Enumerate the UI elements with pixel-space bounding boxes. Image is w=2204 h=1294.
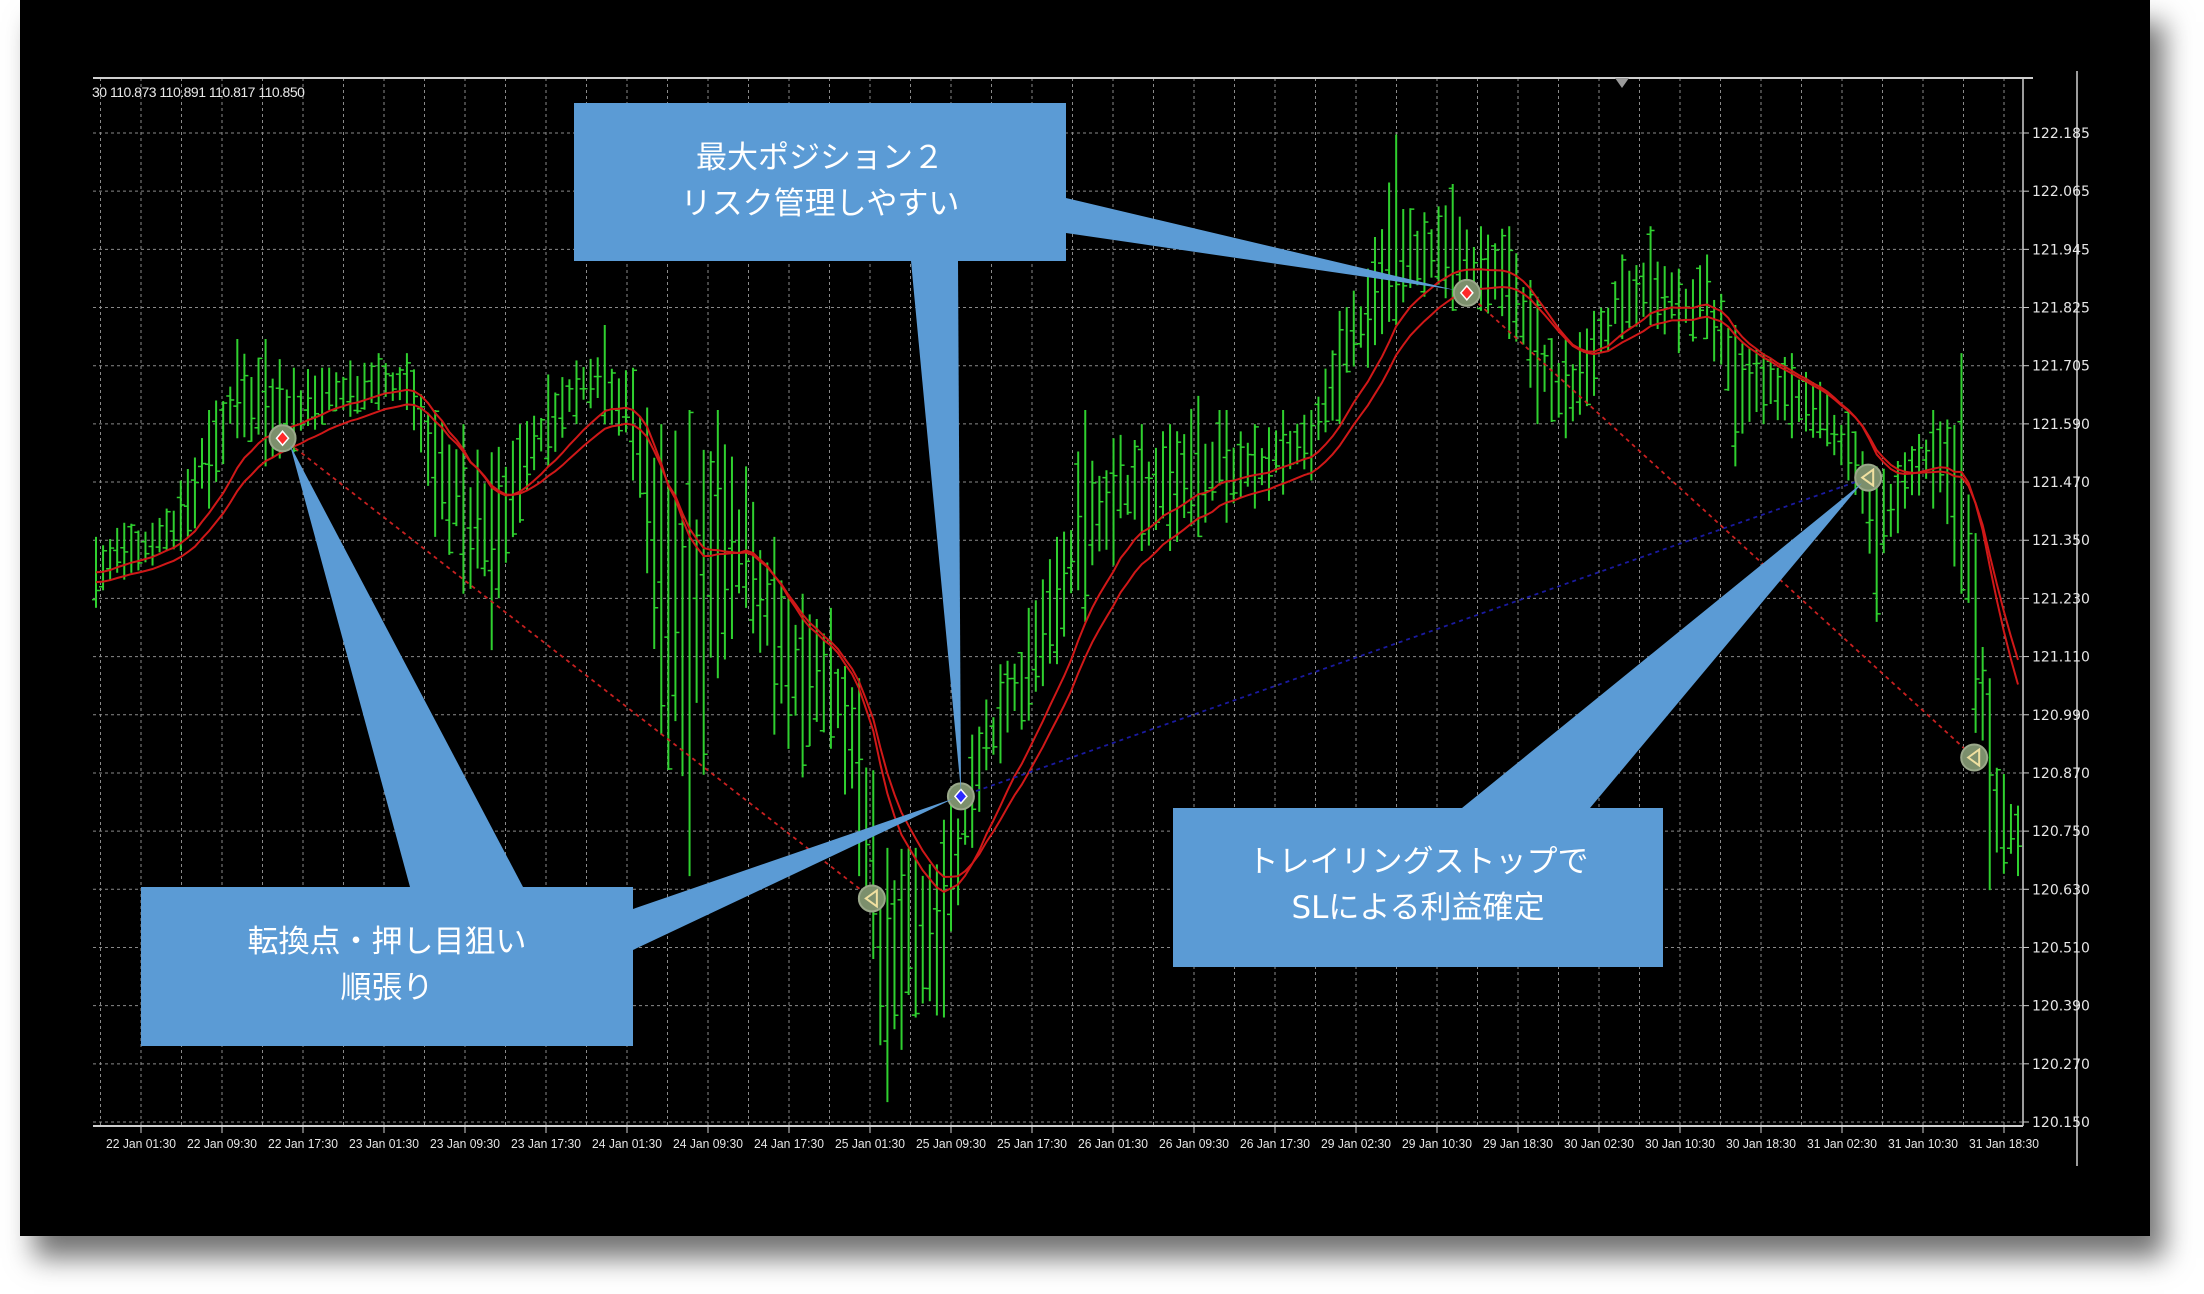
moving-average-line (95, 285, 2019, 878)
trade-line (1466, 292, 1975, 759)
trade-line (960, 476, 1869, 798)
x-tick-label: 29 Jan 18:30 (1483, 1136, 1553, 1151)
x-tick-label: 24 Jan 17:30 (754, 1136, 824, 1151)
callout-line: リスク管理しやすい (681, 186, 960, 222)
callout-pointer (1066, 198, 1455, 290)
y-tick-label: 121.110 (2032, 650, 2090, 666)
x-tick-label: 30 Jan 18:30 (1726, 1136, 1796, 1151)
callout-pointer (911, 261, 961, 792)
y-tick-label: 121.705 (2032, 359, 2090, 375)
callouts: 最大ポジション２ リスク管理しやすい 転換点・押し目狙い 順張り トレイリングス… (141, 103, 1862, 1046)
callout-line: 順張り (341, 970, 434, 1006)
trade-marker[interactable] (1854, 463, 1883, 492)
ohlc-header: 30 110.873 110.891 110.817 110.850 (92, 84, 305, 100)
x-tick-label: 31 Jan 10:30 (1888, 1136, 1958, 1151)
y-tick-label: 120.990 (2032, 708, 2090, 724)
y-tick-label: 121.350 (2032, 533, 2090, 549)
x-tick-label: 25 Jan 01:30 (835, 1136, 905, 1151)
callout-turning-point: 転換点・押し目狙い 順張り (141, 445, 955, 1046)
x-tick-label: 24 Jan 01:30 (592, 1136, 662, 1151)
trade-marker[interactable] (1452, 278, 1481, 307)
y-tick-label: 120.870 (2032, 766, 2090, 782)
shift-marker-icon (1615, 78, 1629, 88)
sell-arrow-icon (1459, 284, 1474, 302)
y-tick-label: 121.590 (2032, 417, 2090, 433)
close-arrow-icon (1966, 747, 1981, 768)
y-tick-label: 120.270 (2032, 1057, 2090, 1073)
x-tick-label: 23 Jan 17:30 (511, 1136, 581, 1151)
sell-arrow-icon (275, 430, 290, 447)
x-tick-label: 22 Jan 09:30 (187, 1136, 257, 1151)
x-tick-label: 22 Jan 01:30 (106, 1136, 176, 1151)
close-arrow-icon (864, 888, 878, 909)
x-tick-label: 26 Jan 09:30 (1159, 1136, 1229, 1151)
trade-marker[interactable] (268, 424, 297, 453)
y-tick-label: 121.470 (2032, 475, 2090, 491)
callout-line: 転換点・押し目狙い (248, 924, 527, 960)
callout-line: 最大ポジション２ (696, 140, 944, 176)
callout-line: SLによる利益確定 (1291, 890, 1544, 926)
x-tick-label: 24 Jan 09:30 (673, 1136, 743, 1151)
callout-max-position: 最大ポジション２ リスク管理しやすい (574, 103, 1455, 792)
x-tick-label: 30 Jan 02:30 (1564, 1136, 1634, 1151)
y-tick-label: 120.390 (2032, 999, 2090, 1015)
callout-pointer (633, 798, 955, 950)
callout-box (574, 103, 1066, 261)
y-tick-label: 122.185 (2032, 126, 2090, 142)
y-tick-label: 121.945 (2032, 242, 2090, 258)
callout-box (141, 887, 633, 1046)
moving-averages (95, 268, 2019, 894)
callout-pointer (290, 445, 523, 887)
x-tick-label: 31 Jan 02:30 (1807, 1136, 1877, 1151)
x-tick-label: 29 Jan 10:30 (1402, 1136, 1472, 1151)
y-tick-label: 120.630 (2032, 882, 2090, 898)
marker-circle (857, 884, 886, 913)
trade-markers[interactable] (268, 278, 1989, 913)
y-tick-label: 120.510 (2032, 940, 2090, 956)
trade-marker[interactable] (946, 782, 975, 811)
y-tick-label: 121.230 (2032, 591, 2090, 607)
x-tick-label: 23 Jan 09:30 (430, 1136, 500, 1151)
trade-marker[interactable] (857, 884, 886, 913)
y-tick-label: 120.150 (2032, 1115, 2090, 1131)
x-tick-label: 22 Jan 17:30 (268, 1136, 338, 1151)
callout-line: トレイリングストップで (1248, 844, 1589, 880)
trade-marker[interactable] (1960, 743, 1989, 772)
trade-lines (281, 292, 1975, 900)
moving-average-line (95, 268, 2019, 894)
callout-pointer (1462, 483, 1862, 808)
x-tick-label: 23 Jan 01:30 (349, 1136, 419, 1151)
callout-box (1173, 808, 1663, 967)
x-tick-label: 29 Jan 02:30 (1321, 1136, 1391, 1151)
axes: 122.185 122.065 121.945 121.825 121.705 121.5… (93, 71, 2090, 1166)
marker-circle (1854, 463, 1883, 492)
x-tick-label: 26 Jan 01:30 (1078, 1136, 1148, 1151)
close-arrow-icon (1860, 467, 1875, 488)
buy-arrow-icon (953, 788, 968, 805)
x-tick-label: 25 Jan 09:30 (916, 1136, 986, 1151)
x-tick-label: 26 Jan 17:30 (1240, 1136, 1310, 1151)
marker-circle (1960, 743, 1989, 772)
callout-trailing-stop: トレイリングストップで SLによる利益確定 (1173, 483, 1862, 967)
x-tick-label: 31 Jan 18:30 (1969, 1136, 2039, 1151)
y-tick-label: 120.750 (2032, 824, 2090, 840)
y-tick-label: 122.065 (2032, 184, 2090, 200)
x-tick-label: 25 Jan 17:30 (997, 1136, 1067, 1151)
x-tick-label: 30 Jan 10:30 (1645, 1136, 1715, 1151)
y-tick-label: 121.825 (2032, 301, 2090, 317)
